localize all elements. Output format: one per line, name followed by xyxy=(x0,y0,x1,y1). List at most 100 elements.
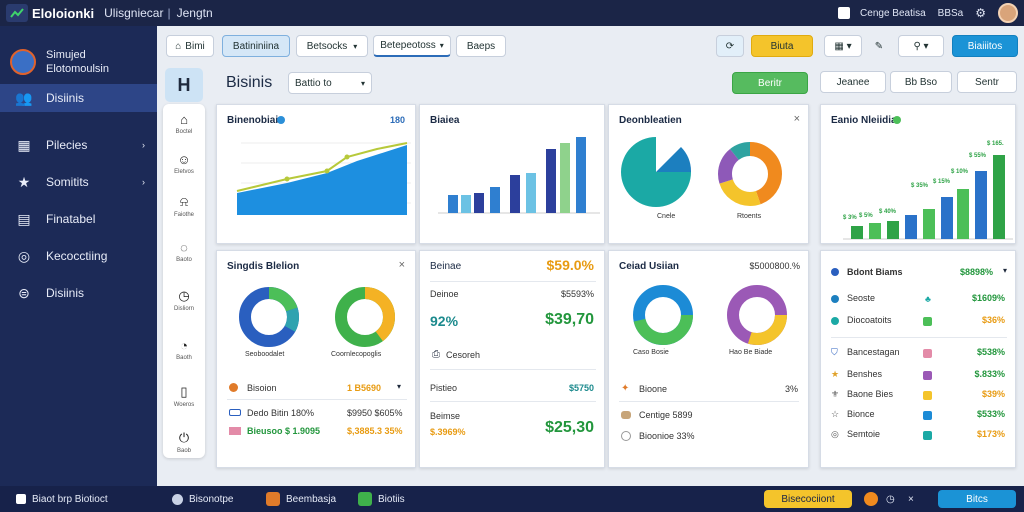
sidebar-item-label: Somitits xyxy=(46,175,89,189)
subheader-button-3[interactable]: Bb Bso xyxy=(890,71,952,93)
bottom-bar: Biaot brp Biotioct Bisonotpe Beembasja B… xyxy=(0,486,1024,512)
row-2-value: $9950 $605% xyxy=(347,408,403,418)
chevron-down-icon: ▾ xyxy=(439,41,444,50)
bottom-clock-icon[interactable]: ◷ xyxy=(886,493,895,505)
data-label: $ 5% xyxy=(859,213,873,219)
list-header-label: Bdont Biams xyxy=(847,267,903,277)
data-label: $ 165. xyxy=(987,141,1004,147)
list-item[interactable]: Seoste ♣ $1609% xyxy=(821,293,1017,307)
chevron-down-icon[interactable]: ▾ xyxy=(1002,266,1007,275)
legend-2: Rtoents xyxy=(737,213,762,220)
sidebar-item-4[interactable]: ▤ Finatabel xyxy=(0,205,157,233)
row-1-value: $59.0% xyxy=(546,257,594,273)
row-3-label: Bieusoo $ 1.9095 xyxy=(247,426,321,436)
status-text-1: Cenge Beatisa xyxy=(860,7,926,19)
sidebar-item-5[interactable]: ◎ Kecocctiing xyxy=(0,242,157,270)
toolbar-dropdown-1[interactable]: Betsocks ▾ xyxy=(296,35,368,57)
grid-view-icon[interactable]: ▦ ▾ xyxy=(824,35,862,57)
row-1-label: Bisoion xyxy=(247,383,277,393)
menu-item-1[interactable]: Ulisgniecar xyxy=(104,6,164,20)
sidebar-item-2[interactable]: ▦ Pilecies › xyxy=(0,131,157,159)
data-label: $ 3% xyxy=(843,215,857,221)
usage-card: Ceiad Usiian $5000800.% Caso Bosie Hao B… xyxy=(608,250,809,468)
rail-item-8[interactable]: ⏻ Baob xyxy=(163,430,205,454)
subheader-button-2[interactable]: Jeanee xyxy=(820,71,886,93)
primary-action-button[interactable]: Biaiiitos xyxy=(952,35,1018,57)
bar xyxy=(923,209,935,239)
status-dot-icon xyxy=(893,116,901,124)
yellow-action-button[interactable]: Biuta xyxy=(751,35,813,57)
sidebar-item-6[interactable]: ⊜ Disiinis xyxy=(0,279,157,307)
close-icon[interactable]: × xyxy=(793,113,800,125)
card-title: Deonbleatien xyxy=(619,115,682,126)
status-text-2: BBSa xyxy=(937,7,964,19)
home-icon: ⌂ xyxy=(180,112,188,127)
green-action-button[interactable]: Beritr xyxy=(732,72,808,94)
bottom-status-icon[interactable] xyxy=(864,491,884,507)
tag-icon: ♣ xyxy=(925,294,931,304)
area-fill xyxy=(237,145,407,215)
bar xyxy=(957,189,969,239)
subheader-button-4[interactable]: Sentr xyxy=(957,71,1017,93)
bottom-item-2[interactable]: Beembasja xyxy=(266,491,336,507)
legend-2: Coornlecopoglis xyxy=(331,351,382,358)
mini-rail: ⌂ Boctel ☺ Eletvos ⍾ Faiothe ◌ Baoto ◷ Dislio… xyxy=(163,104,205,458)
values-card: Beinae $59.0% Deinoe $5593% 92% $39,70 ⎙… xyxy=(419,250,605,468)
sidebar-item-3[interactable]: ★ Somitits › xyxy=(0,168,157,196)
row-2-label: Dedo Bitin 180% xyxy=(247,408,315,418)
close-icon[interactable]: × xyxy=(398,259,405,271)
item-icon xyxy=(831,268,839,276)
edit-icon[interactable]: ✎ xyxy=(874,40,884,52)
toolbar-tab-1[interactable]: Batininiina xyxy=(222,35,290,57)
data-label: $ 40% xyxy=(879,209,897,215)
bottom-item-3[interactable]: Biotiis xyxy=(358,491,405,507)
menu-item-2[interactable]: Jengtn xyxy=(176,6,213,20)
list-item[interactable]: Diocoatoits $36% xyxy=(821,315,1017,329)
star-icon: ★ xyxy=(831,369,840,379)
pie-chart xyxy=(621,137,691,207)
list-item[interactable]: ◎ Semtoie $173% xyxy=(831,429,1005,440)
bottom-left[interactable]: Biaot brp Biotioct xyxy=(16,491,108,507)
toolbar-dropdown-2[interactable]: Betepeotoss ▾ xyxy=(373,35,451,57)
rail-item-5[interactable]: ◷ Disliorn xyxy=(163,288,205,312)
person-icon xyxy=(16,494,26,504)
bar xyxy=(448,195,458,213)
list-item[interactable]: ⛉ Bancestagan $538% xyxy=(831,347,1005,358)
sidebar-item-1[interactable]: 👥 Disiinis xyxy=(0,84,157,112)
row-3-left: 92% xyxy=(430,313,459,329)
item-icon xyxy=(229,383,238,392)
bar xyxy=(993,155,1005,239)
rail-item-3[interactable]: ⍾ Faiothe xyxy=(163,194,205,218)
list-icon: ⊜ xyxy=(18,284,30,301)
home-button[interactable]: ⌂ Bimi xyxy=(166,35,214,57)
rail-item-7[interactable]: ▯ Woeros xyxy=(163,384,205,408)
period-select[interactable]: Battio to ▾ xyxy=(288,72,372,94)
bottom-item-1[interactable]: Bisonotpe xyxy=(172,491,233,507)
item-icon xyxy=(831,317,839,325)
tag-icon xyxy=(923,391,932,400)
app-title: Eloloionki xyxy=(32,5,95,21)
avatar[interactable] xyxy=(998,3,1018,23)
settings-icon[interactable]: ⚙ xyxy=(975,6,986,20)
bottom-highlight-button[interactable]: Bisecociiont xyxy=(764,490,852,508)
list-item[interactable]: ★ Benshes $.833% xyxy=(831,369,1005,380)
pin-icon[interactable]: ⚲ ▾ xyxy=(898,35,944,57)
data-label: $ 55% xyxy=(969,153,987,159)
refresh-icon[interactable]: ⟳ xyxy=(716,35,744,57)
list-item[interactable]: ☆ Bionce $533% xyxy=(831,409,1005,420)
smile-icon: ☺ xyxy=(177,152,191,167)
bottom-primary-button[interactable]: Bitcs xyxy=(938,490,1016,508)
row-2-label: Centige 5899 xyxy=(639,410,693,420)
row-6-sub: $.3969% xyxy=(430,427,466,437)
bottom-close-icon[interactable]: × xyxy=(908,493,914,505)
toolbar-button-4[interactable]: Baeps xyxy=(456,35,506,57)
rail-item-6[interactable]: ◔ Baoth xyxy=(163,338,205,361)
notification-icon[interactable] xyxy=(838,7,851,19)
tag-icon xyxy=(923,411,932,420)
chevron-down-icon[interactable]: ▾ xyxy=(397,382,402,391)
list-item[interactable]: ⚜ Baone Bies $39% xyxy=(831,389,1005,400)
rail-item-2[interactable]: ☺ Eletvos xyxy=(163,152,205,175)
rail-item-1[interactable]: ⌂ Boctel xyxy=(163,112,205,135)
growth-bar-chart: $ 165. $ 55% $ 10% $ 15% $ 35% $ 40% $ 3… xyxy=(843,141,1013,240)
rail-item-4[interactable]: ◌ Baoto xyxy=(163,240,205,263)
